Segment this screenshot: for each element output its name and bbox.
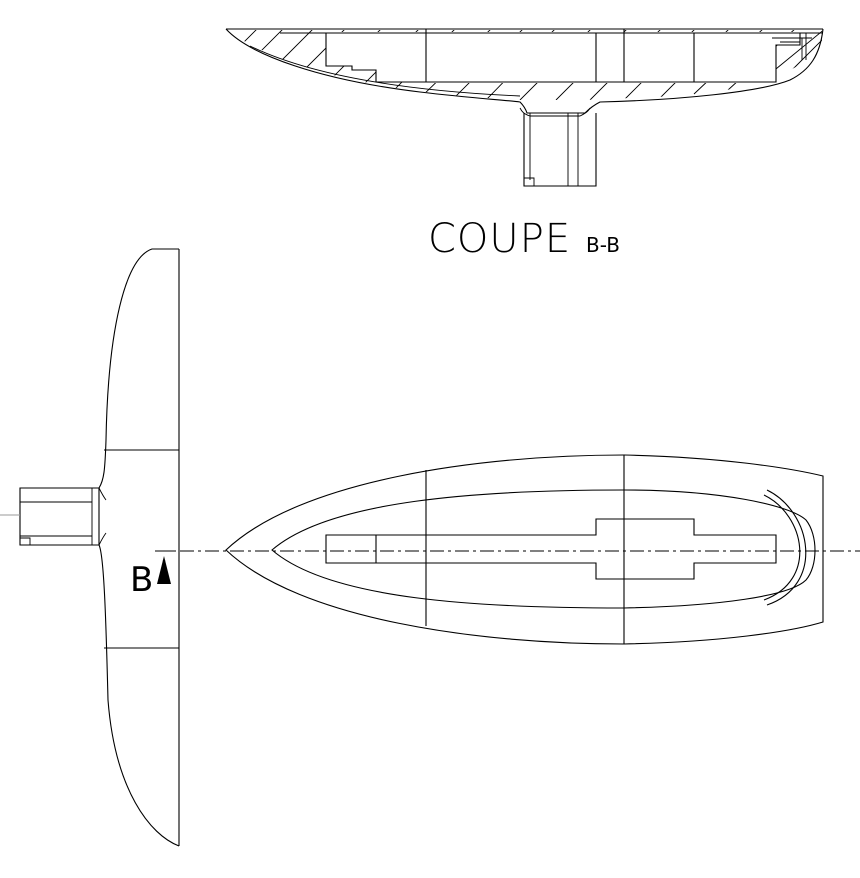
section-cavity (325, 33, 801, 83)
section-title: COUPE B-B (428, 216, 620, 262)
side-view (0, 248, 180, 847)
section-view-b-b (225, 28, 824, 187)
section-marker-b: B (130, 550, 175, 600)
section-hull-profile (225, 28, 824, 114)
side-shaft (19, 487, 107, 546)
section-title-text: COUPE (428, 216, 571, 262)
section-title-suffix: B-B (586, 233, 620, 257)
plan-inner-outline (271, 489, 816, 609)
plan-outer-outline (225, 454, 824, 645)
side-outline (98, 248, 180, 847)
section-stem (519, 107, 597, 187)
plan-view (155, 454, 860, 645)
plan-arc-feature (763, 494, 801, 601)
section-marker-letter: B (130, 560, 153, 600)
section-arrow-icon (157, 556, 171, 584)
plan-central-slot (325, 518, 777, 580)
